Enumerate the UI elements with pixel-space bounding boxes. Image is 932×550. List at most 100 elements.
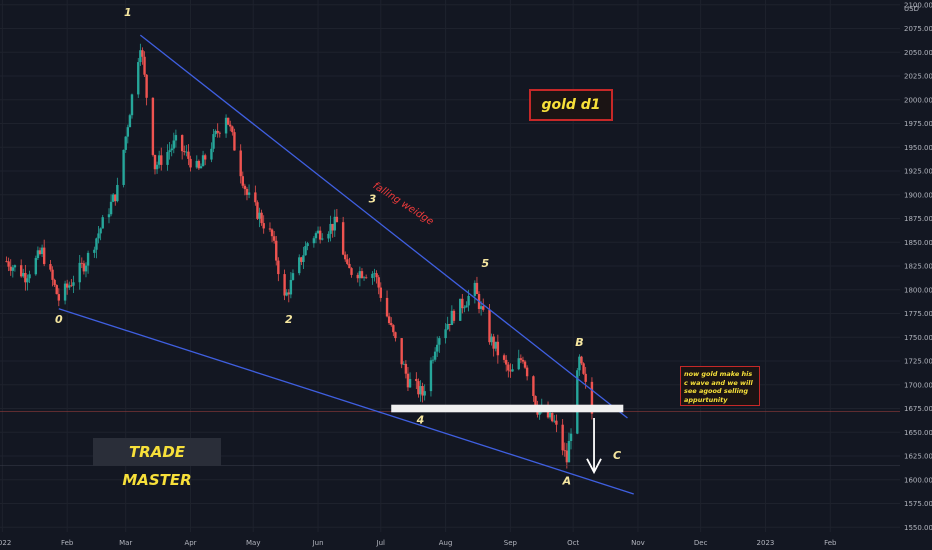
candle-body: [379, 287, 382, 298]
candle-body: [492, 336, 495, 349]
candle-body: [258, 212, 261, 219]
candle-body: [461, 298, 464, 309]
candle-body: [285, 292, 288, 296]
wave-label-2: 2: [285, 313, 293, 326]
candle-body: [444, 329, 447, 339]
candle-body: [153, 154, 157, 170]
candle-body: [203, 155, 207, 160]
wave-label-5: 5: [481, 257, 489, 270]
candle-body: [394, 332, 397, 339]
candle-body: [321, 238, 324, 240]
candle-body: [532, 376, 535, 397]
x-tick-label: Dec: [694, 539, 708, 547]
candle-body: [224, 117, 228, 134]
candle-body: [70, 285, 73, 287]
candle-body: [233, 132, 236, 151]
candle-body: [555, 420, 558, 425]
y-tick-label: 1750.00: [904, 334, 932, 342]
candle-body: [371, 273, 374, 278]
candle-body: [408, 378, 412, 388]
wave-label-4: 4: [416, 414, 425, 427]
candle-body: [172, 140, 175, 149]
candle-body: [436, 344, 439, 352]
candle-body: [291, 273, 295, 280]
candle-body: [5, 261, 8, 263]
candle-body: [509, 370, 512, 372]
x-tick-label: Jun: [312, 539, 324, 547]
x-tick-label: Oct: [567, 539, 579, 547]
candle-body: [314, 233, 318, 239]
candle-body: [373, 273, 376, 275]
y-tick-label: 1725.00: [904, 358, 932, 366]
candle-body: [463, 307, 466, 309]
candle-body: [329, 223, 332, 234]
candle-body: [502, 355, 506, 360]
candle-body: [24, 272, 27, 283]
candle-body: [316, 230, 320, 234]
candle-body: [452, 310, 456, 321]
x-tick-label: 2022: [0, 539, 11, 547]
candle-body: [302, 255, 305, 262]
candle-body: [22, 272, 25, 277]
candle-body: [256, 202, 259, 219]
candle-body: [245, 189, 249, 195]
y-tick-label: 2050.00: [904, 49, 932, 57]
candle-body: [467, 295, 470, 306]
candle-body: [218, 132, 221, 134]
candle-body: [490, 336, 493, 343]
candle-body: [170, 148, 173, 151]
y-tick-label: 1700.00: [904, 381, 932, 389]
candle-body: [210, 148, 213, 160]
candle-body: [304, 246, 307, 256]
candle-body: [561, 424, 564, 451]
candle-body: [438, 338, 441, 345]
candle-body: [197, 160, 201, 169]
chart-title: gold d1: [529, 89, 613, 121]
candle-body: [306, 243, 309, 247]
wave-label-C: C: [613, 449, 621, 462]
candle-body: [199, 166, 203, 169]
candle-body: [226, 117, 230, 125]
candle-body: [446, 323, 449, 330]
candle-body: [335, 216, 339, 223]
candle-body: [185, 151, 188, 153]
wave-labels: 0 1 2 3 4 5 A B C: [55, 6, 621, 487]
candle-body: [341, 222, 345, 255]
candle-body: [400, 338, 403, 365]
x-tick-label: 2023: [757, 539, 775, 547]
candle-body: [275, 240, 278, 261]
candle-body: [86, 252, 90, 266]
y-tick-label: 1975.00: [904, 120, 932, 128]
candle-body: [183, 151, 186, 153]
candle-body: [479, 306, 483, 309]
candle-body: [231, 126, 234, 133]
candle-body: [433, 351, 437, 360]
candle-body: [243, 185, 247, 190]
candle-body: [331, 223, 334, 231]
candle-body: [360, 271, 364, 279]
candle-body: [189, 158, 192, 168]
wave-label-3: 3: [369, 192, 377, 205]
candle-body: [155, 164, 159, 170]
y-tick-label: 1550.00: [904, 524, 932, 532]
candle-body: [114, 194, 117, 202]
candle-body: [262, 223, 265, 229]
candle-body: [344, 254, 347, 260]
candle-body: [298, 257, 301, 274]
candle-body: [254, 192, 257, 203]
x-tick-label: Nov: [631, 539, 645, 547]
candle-body: [548, 412, 552, 418]
candle-body: [166, 152, 169, 165]
candle-body: [28, 274, 31, 279]
candle-body: [63, 283, 67, 301]
y-tick-label: 1925.00: [904, 168, 932, 176]
candle-body: [459, 298, 462, 321]
candle-body: [419, 386, 422, 395]
brand-label: TRADE MASTER: [93, 438, 221, 489]
candle-body: [95, 238, 98, 250]
candle-body: [496, 341, 500, 356]
candle-body: [358, 271, 362, 279]
candle-body: [36, 250, 40, 259]
candle-body: [157, 155, 161, 165]
candle-body: [450, 310, 454, 326]
